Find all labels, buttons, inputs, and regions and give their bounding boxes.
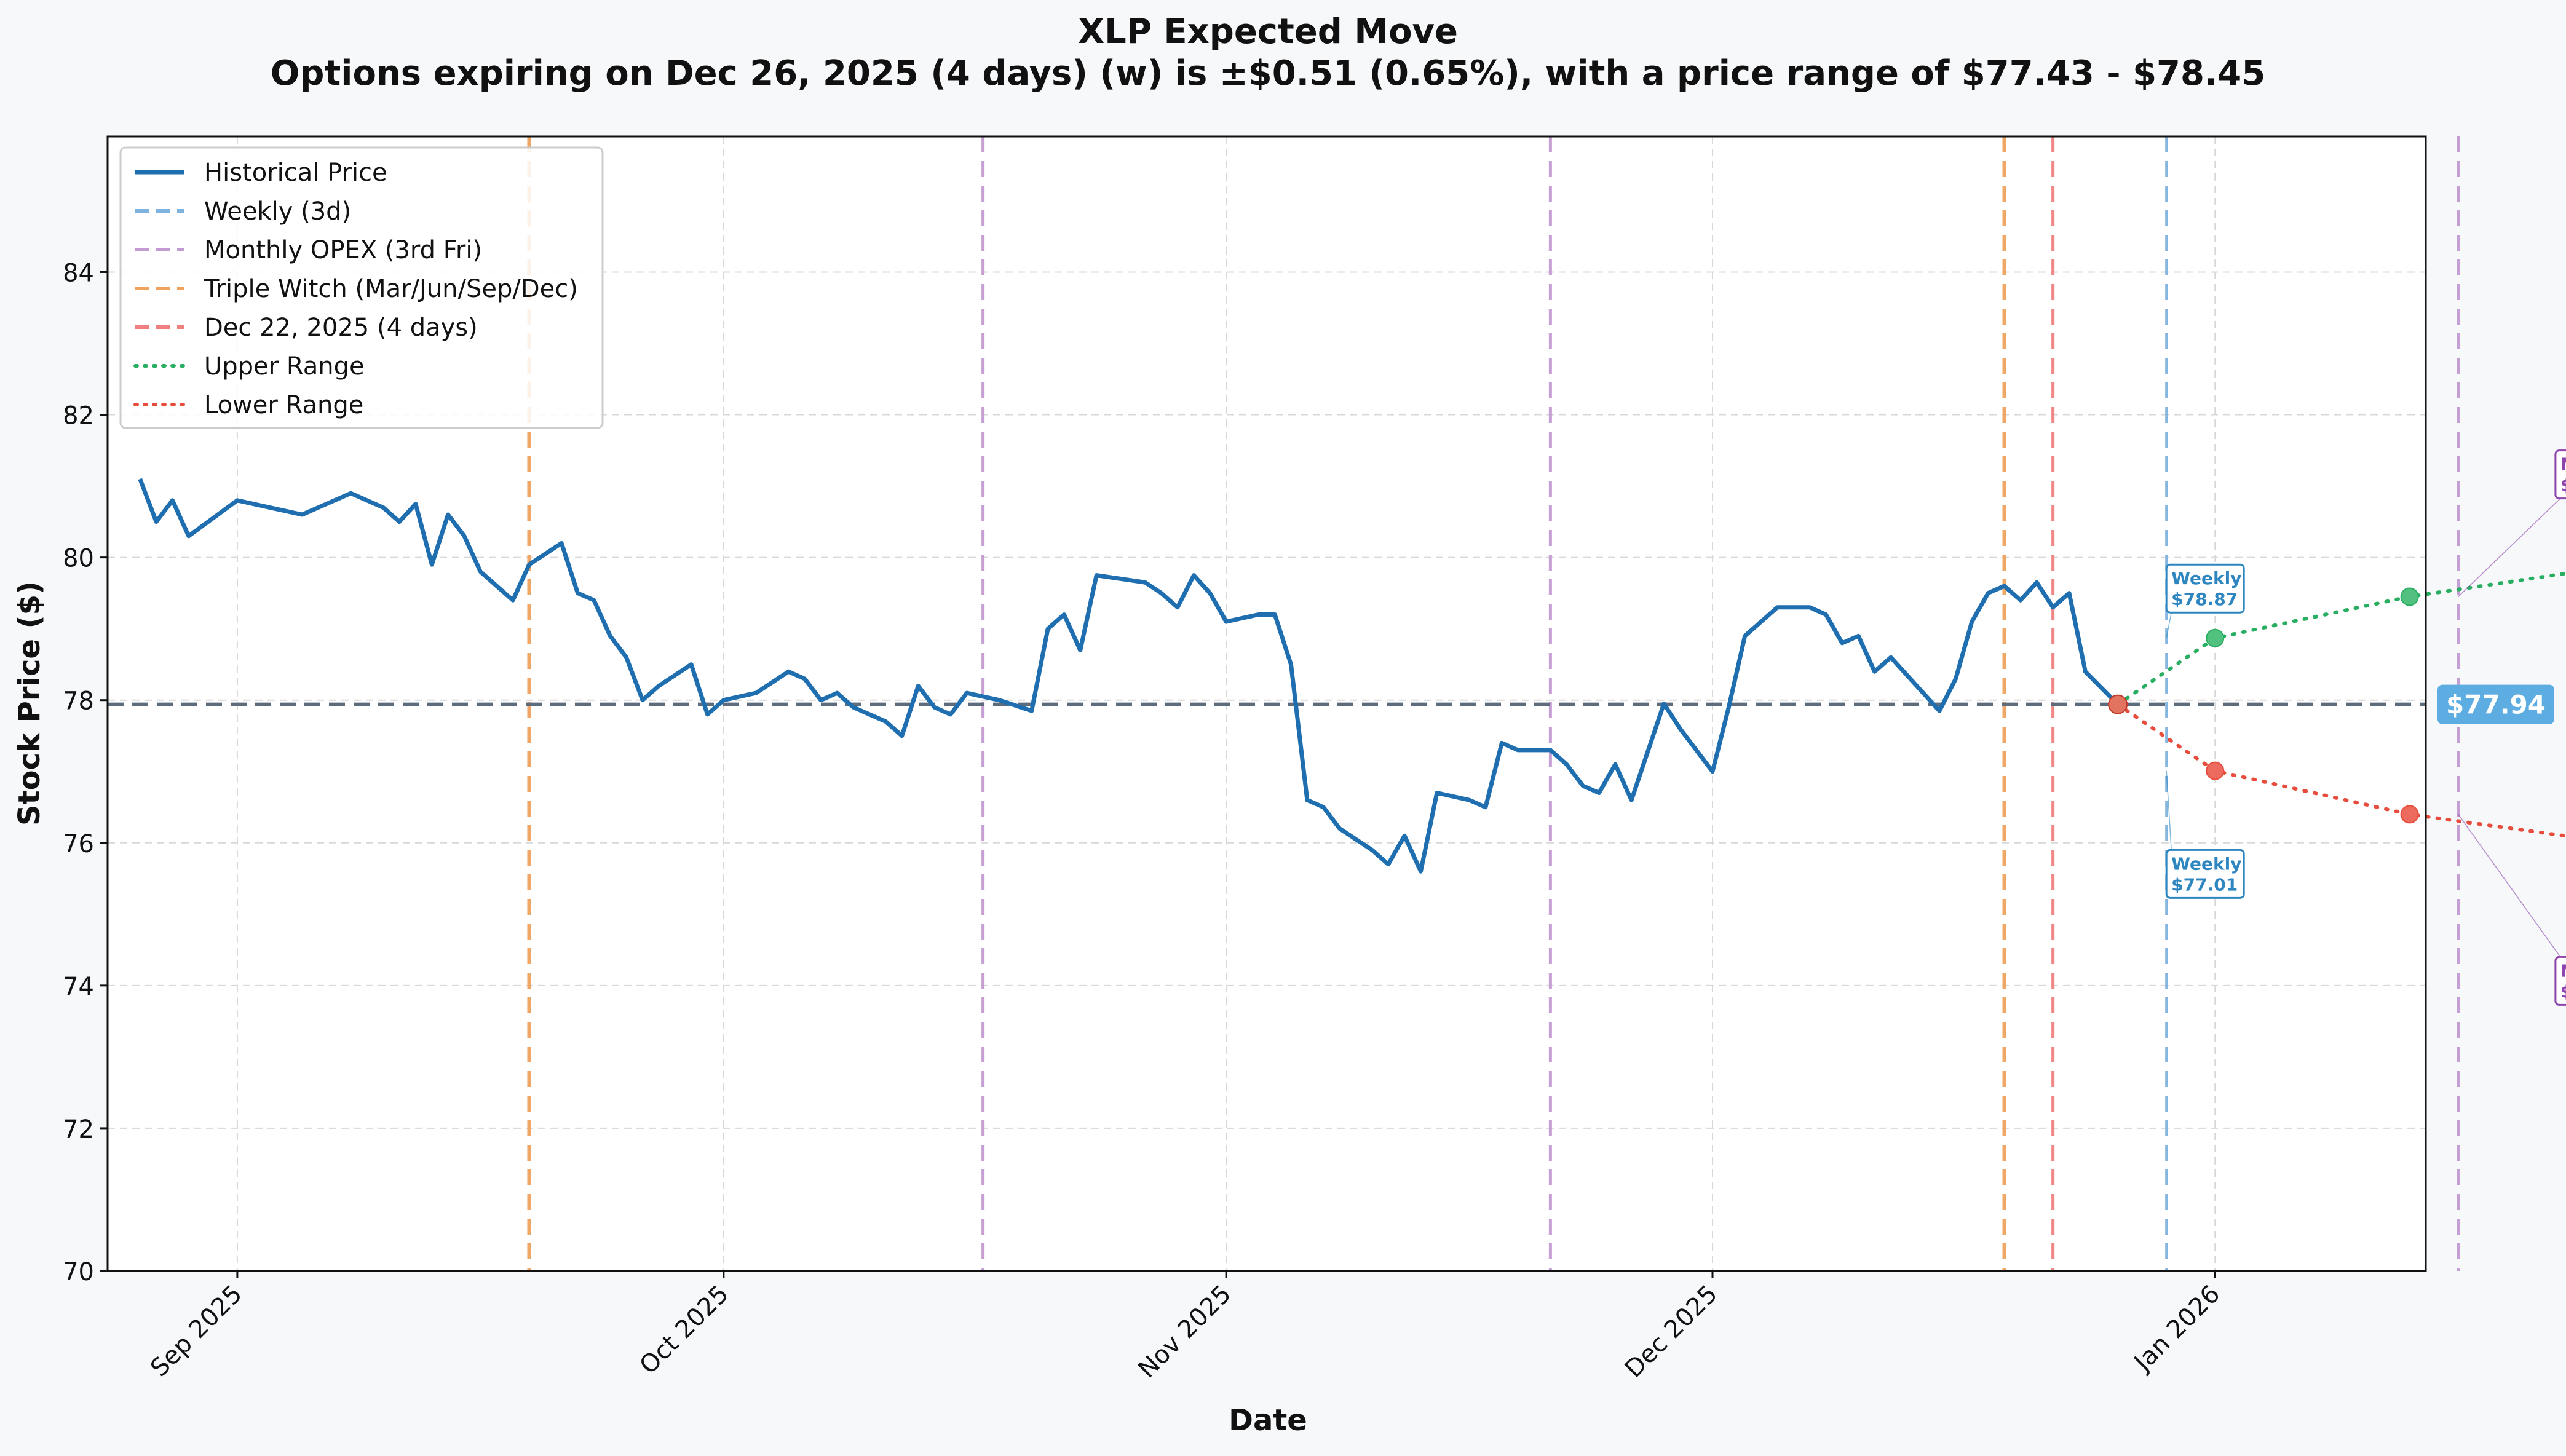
annotation-box (2554, 449, 2566, 500)
annotation-value: $77.01 (2171, 874, 2238, 895)
monthly-annotation: Monthly OPEX$79.89 (2458, 449, 2566, 597)
annotation-title: Monthly OPEX (2560, 454, 2566, 475)
series-layer (108, 478, 2566, 874)
weekly-annotation: Weekly$78.87 (2165, 563, 2245, 638)
y-axis-label: Stock Price ($) (12, 581, 47, 826)
legend-label: Weekly (3d) (204, 197, 351, 226)
current-price-label: $77.94 (2446, 690, 2546, 720)
weekly-annotation: Weekly$77.01 (2165, 770, 2245, 899)
lower-range-point (2400, 805, 2419, 824)
annotation-value: $75.99 (2560, 981, 2566, 1002)
annotation-leader (2458, 813, 2561, 957)
x-axis-label: Date (1229, 1403, 1307, 1438)
historical-price-line (138, 478, 2120, 874)
y-tick-label: 72 (63, 1115, 94, 1144)
annotation-title: Weekly (2171, 568, 2241, 588)
upper-range-point (2206, 628, 2225, 647)
y-tick-label: 80 (63, 545, 94, 573)
y-tick-label: 78 (63, 687, 94, 716)
annotation-value: $79.89 (2560, 475, 2566, 496)
annotation-value: $78.87 (2171, 589, 2238, 609)
current-price-badge (2437, 684, 2554, 724)
current-price-tag: $77.94 (2437, 684, 2554, 724)
annotation-box (2165, 849, 2245, 899)
legend: Historical Price Weekly (3d) Monthly OPEX … (119, 146, 604, 429)
annotation-title: Monthly OPEX (2560, 960, 2566, 981)
annotation-leader (2458, 498, 2561, 597)
annotation-leader (2166, 770, 2172, 850)
legend-label: Triple Witch (Mar/Jun/Sep/Dec) (204, 275, 578, 303)
y-tick-label: 74 (63, 973, 94, 1001)
plot-frame (106, 135, 2427, 1272)
annotation-leader (2166, 612, 2172, 638)
legend-label: Dec 22, 2025 (4 days) (204, 314, 478, 342)
y-tick-label: 70 (63, 1258, 94, 1286)
chart-subtitle: Options expiring on Dec 26, 2025 (4 days… (271, 53, 2265, 93)
annotation-title: Weekly (2171, 853, 2241, 874)
legend-label: Monthly OPEX (3rd Fri) (204, 236, 482, 264)
legend-label: Historical Price (204, 159, 387, 187)
current-price-point (2108, 694, 2128, 714)
monthly-annotation: Monthly OPEX$75.99 (2458, 813, 2566, 1006)
legend-label: Lower Range (204, 391, 363, 419)
legend-box (119, 146, 604, 429)
y-tick-label: 76 (63, 830, 94, 858)
chart-title: XLP Expected Move (1078, 12, 1458, 52)
annotation-box (2554, 956, 2566, 1006)
y-tick-label: 82 (63, 402, 94, 430)
annotation-box (2165, 563, 2245, 614)
legend-label: Upper Range (204, 352, 365, 381)
lower-range-point (2206, 761, 2225, 780)
upper-range-point (2400, 587, 2419, 606)
y-tick-label: 84 (63, 259, 94, 287)
